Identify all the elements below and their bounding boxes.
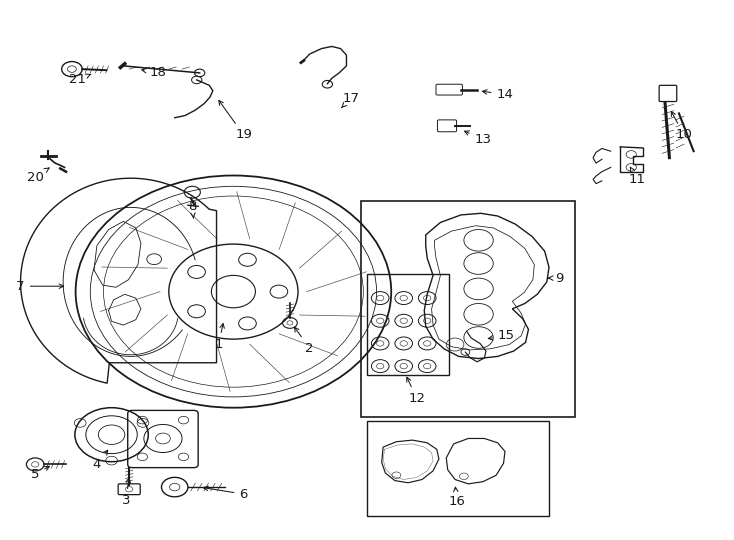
Text: 1: 1 xyxy=(214,323,225,351)
Text: 19: 19 xyxy=(219,100,252,141)
Text: 11: 11 xyxy=(628,167,646,186)
Text: 14: 14 xyxy=(482,88,513,101)
Text: 10: 10 xyxy=(672,111,692,141)
Text: 3: 3 xyxy=(122,478,131,507)
Text: 12: 12 xyxy=(407,377,426,405)
Text: 5: 5 xyxy=(31,467,49,481)
Text: 6: 6 xyxy=(203,486,248,501)
Text: 17: 17 xyxy=(342,92,360,107)
Text: 2: 2 xyxy=(294,327,314,355)
Text: 7: 7 xyxy=(16,280,64,293)
Text: 16: 16 xyxy=(448,487,465,508)
Text: 8: 8 xyxy=(188,200,197,218)
Text: 9: 9 xyxy=(548,272,564,285)
Text: 13: 13 xyxy=(465,131,492,146)
Text: 15: 15 xyxy=(488,329,515,342)
Text: 20: 20 xyxy=(27,168,49,184)
Text: 18: 18 xyxy=(142,66,166,79)
Text: 4: 4 xyxy=(92,450,108,471)
Text: 21: 21 xyxy=(68,73,91,86)
